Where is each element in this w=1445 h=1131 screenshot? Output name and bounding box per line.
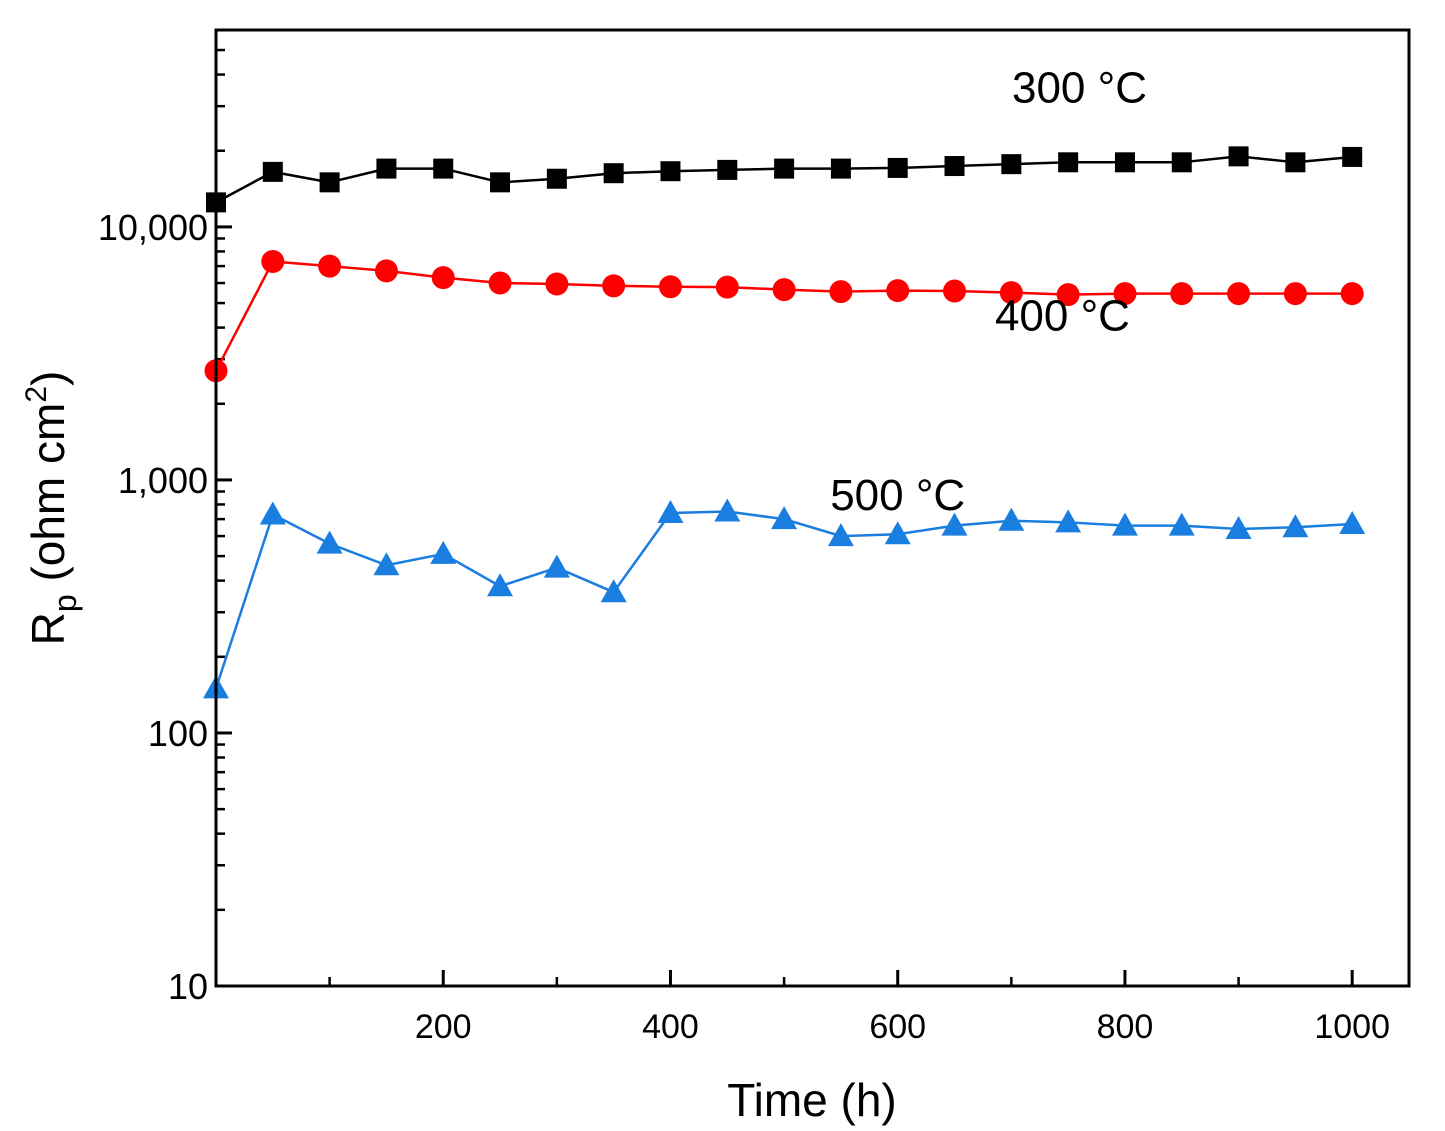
data-point-square [1285, 152, 1306, 173]
data-point-square [1001, 154, 1022, 175]
data-point-triangle [373, 552, 400, 576]
x-tick-label: 1000 [1314, 1008, 1390, 1046]
data-point-square [887, 157, 908, 178]
y-axis-title-unit: (ohm cm [22, 403, 74, 595]
y-tick-label: 10,000 [98, 207, 208, 248]
data-point-square [1228, 146, 1249, 167]
series-2 [203, 498, 1366, 699]
data-point-circle [829, 280, 853, 304]
data-point-square [830, 158, 851, 179]
series-line [214, 510, 1353, 689]
data-point-circle [1283, 282, 1307, 306]
data-point-circle [999, 281, 1023, 305]
data-point-triangle [316, 530, 343, 554]
data-point-triangle [714, 498, 741, 522]
series-1 [204, 249, 1364, 383]
data-point-triangle [1225, 515, 1252, 539]
data-point-triangle [543, 554, 570, 578]
data-point-circle [1113, 282, 1137, 306]
x-axis-title: Time (h) [727, 1074, 897, 1126]
data-point-square [774, 158, 795, 179]
data-point-triangle [430, 540, 457, 564]
data-point-circle [715, 275, 739, 299]
series-annotation: 400 °C [995, 291, 1130, 340]
data-point-triangle [771, 506, 798, 530]
data-point-square [490, 172, 511, 193]
data-point-triangle [1111, 512, 1138, 536]
data-point-square [433, 158, 454, 179]
data-point-triangle [487, 573, 514, 597]
data-point-triangle [259, 501, 286, 525]
x-tick-label: 200 [415, 1008, 472, 1046]
data-point-circle [772, 278, 796, 302]
y-axis-title: Rp (ohm cm2) [20, 371, 83, 646]
data-point-square [376, 158, 397, 179]
y-axis-title-close: ) [22, 371, 74, 386]
y-major-ticks: 10 100 1,000 10,000 [98, 207, 232, 1007]
data-point-square [1171, 152, 1192, 173]
y-axis-title-sub: p [47, 594, 83, 612]
data-point-circle [602, 274, 626, 298]
series-layer [203, 146, 1366, 699]
y-axis-title-main: R [22, 612, 74, 645]
y-tick-label: 100 [148, 713, 208, 754]
series-annotation: 500 °C [830, 471, 965, 520]
data-point-triangle [657, 500, 684, 524]
x-ticks: 200 400 600 800 1000 [328, 970, 1390, 1046]
series-annotation: 300 °C [1012, 64, 1147, 113]
data-point-circle [545, 272, 569, 296]
data-point-circle [1056, 283, 1080, 307]
y-tick-label: 10 [168, 966, 208, 1007]
data-point-square [1114, 152, 1135, 173]
series-0 [206, 146, 1363, 213]
data-point-triangle [600, 579, 627, 603]
data-point-triangle [1339, 510, 1366, 534]
data-point-triangle [884, 521, 911, 545]
data-point-triangle [1282, 514, 1309, 538]
data-point-circle [943, 279, 967, 303]
x-tick-label: 600 [869, 1008, 926, 1046]
annotation-layer: 300 °C 400 °C 500 °C [830, 64, 1147, 521]
data-point-square [262, 161, 283, 182]
data-point-triangle [1055, 509, 1082, 533]
data-point-circle [488, 271, 512, 295]
data-point-circle [374, 259, 398, 283]
data-point-square [944, 156, 965, 177]
data-point-circle [886, 279, 910, 303]
y-tick-label: 1,000 [118, 460, 208, 501]
plot-frame [214, 28, 1411, 988]
data-point-triangle [1168, 512, 1195, 536]
data-point-square [546, 168, 567, 189]
data-point-triangle [941, 512, 968, 536]
data-point-square [603, 163, 624, 184]
data-point-square [1342, 146, 1363, 167]
data-point-circle [1340, 282, 1364, 306]
y-axis-title-sup: 2 [20, 386, 53, 403]
x-tick-label: 400 [642, 1008, 699, 1046]
data-point-square [319, 172, 340, 193]
data-point-circle [261, 249, 285, 273]
data-point-square [717, 159, 738, 180]
data-point-square [660, 161, 681, 182]
data-point-circle [658, 275, 682, 299]
data-point-circle [1227, 282, 1251, 306]
data-point-circle [1170, 282, 1194, 306]
data-point-circle [431, 266, 455, 290]
data-point-triangle [827, 523, 854, 547]
data-point-square [1058, 152, 1079, 173]
data-point-circle [318, 254, 342, 278]
x-tick-label: 800 [1097, 1008, 1154, 1046]
data-point-triangle [998, 507, 1025, 531]
